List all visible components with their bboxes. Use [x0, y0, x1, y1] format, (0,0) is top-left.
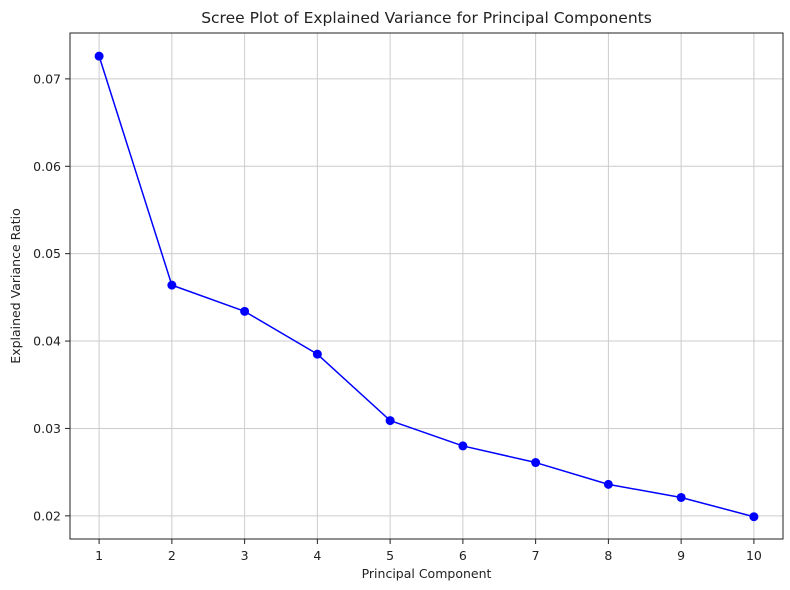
- x-tick-label-3: 3: [241, 548, 249, 563]
- data-point-pc-7: [531, 458, 541, 468]
- data-point-pc-9: [676, 492, 686, 502]
- x-tick-label-6: 6: [459, 548, 467, 563]
- x-tick-label-4: 4: [313, 548, 321, 563]
- grid-layer: [70, 33, 783, 539]
- data-point-pc-5: [385, 416, 395, 426]
- tick-layer: 1 2 3 4 5 6 7 8 9 10 0.02 0.03 0.04 0.05 0.06 0.07: [33, 71, 762, 563]
- data-point-pc-3: [240, 306, 250, 316]
- data-point-pc-4: [312, 349, 322, 359]
- x-tick-label-5: 5: [386, 548, 394, 563]
- series-layer: [94, 51, 759, 522]
- x-tick-label-1: 1: [95, 548, 103, 563]
- y-tick-label-6: 0.07: [33, 71, 61, 86]
- data-point-pc-2: [167, 280, 177, 290]
- data-point-pc-8: [603, 479, 613, 489]
- chart-title: Scree Plot of Explained Variance for Pri…: [201, 9, 652, 27]
- x-tick-label-10: 10: [746, 548, 762, 563]
- x-tick-label-9: 9: [677, 548, 685, 563]
- x-tick-label-7: 7: [532, 548, 540, 563]
- data-point-pc-6: [458, 441, 468, 451]
- y-tick-label-2: 0.03: [33, 421, 61, 436]
- y-tick-label-4: 0.05: [33, 246, 61, 261]
- x-axis-label: Principal Component: [362, 566, 492, 581]
- y-tick-label-1: 0.02: [33, 508, 61, 523]
- y-tick-label-3: 0.04: [33, 334, 61, 349]
- series-line-1: [98, 55, 755, 518]
- y-axis-label: Explained Variance Ratio: [8, 208, 23, 363]
- x-tick-label-2: 2: [168, 548, 176, 563]
- data-point-pc-10: [749, 512, 759, 522]
- plot-frame: [69, 32, 784, 540]
- y-tick-label-5: 0.06: [33, 159, 61, 174]
- x-tick-label-8: 8: [604, 548, 612, 563]
- data-point-pc-1: [94, 51, 104, 61]
